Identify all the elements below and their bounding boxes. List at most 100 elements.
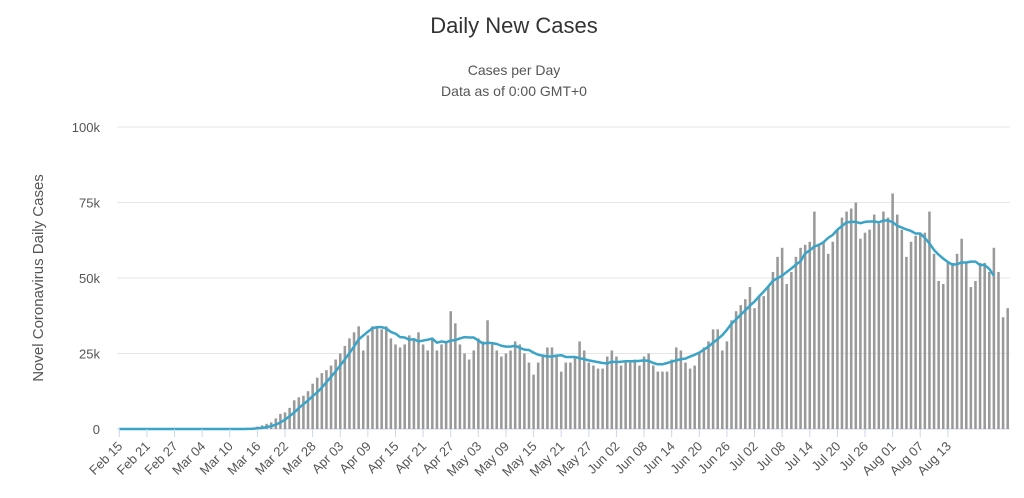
bar [845, 211, 848, 429]
bar [817, 244, 821, 429]
bar [338, 353, 342, 429]
bar [882, 211, 885, 429]
bar [854, 202, 858, 429]
bar [762, 296, 766, 429]
bar [702, 347, 706, 429]
chart-subtitle-line-2: Data as of 0:00 GMT+0 [441, 83, 587, 99]
bar [698, 353, 701, 429]
bar [711, 329, 715, 429]
bar [955, 253, 959, 429]
bar [444, 341, 448, 429]
bar [311, 383, 314, 429]
bar [375, 326, 379, 429]
bar [734, 311, 738, 429]
bar [928, 211, 931, 429]
bar [918, 232, 922, 429]
bar [725, 341, 729, 429]
bar [767, 287, 770, 429]
bar [550, 347, 554, 429]
y-axis-ticks: 0 25k 50k 75k 100k [72, 120, 101, 437]
bar [684, 362, 687, 429]
bar [642, 356, 646, 429]
bar [730, 320, 733, 429]
bar [826, 253, 830, 429]
bar [840, 217, 844, 429]
bar [628, 362, 632, 429]
bar [403, 344, 406, 429]
bar [849, 208, 853, 429]
bar [348, 338, 351, 429]
bar [679, 350, 683, 429]
bar [960, 238, 963, 429]
bar [983, 262, 986, 429]
bar [836, 229, 839, 429]
y-axis-label: Novel Coronavirus Daily Cases [30, 174, 47, 382]
bar [831, 241, 835, 429]
bar [564, 362, 568, 429]
bar [794, 256, 798, 429]
bar [785, 284, 789, 429]
bar [877, 223, 881, 429]
bar [610, 350, 614, 429]
bar [601, 368, 604, 429]
x-tick-label: Jul 08 [753, 439, 788, 474]
bar [315, 377, 319, 429]
bar [859, 238, 862, 429]
y-tick-label: 0 [93, 422, 100, 437]
bar [394, 344, 397, 429]
bar [555, 356, 558, 429]
bar [288, 407, 291, 429]
bar [472, 350, 476, 429]
bar [624, 362, 627, 429]
bar [380, 329, 383, 429]
bar [886, 217, 890, 429]
bar [440, 344, 443, 429]
bar [458, 344, 462, 429]
y-tick-label: 50k [79, 271, 100, 286]
bar [914, 235, 917, 429]
bar [822, 241, 825, 429]
bar [670, 359, 673, 429]
bar [693, 365, 696, 429]
bar [495, 350, 499, 429]
bar [619, 365, 623, 429]
bar [895, 214, 899, 429]
bar [803, 244, 807, 429]
bar [536, 362, 540, 429]
bar [320, 373, 324, 429]
bar [412, 338, 416, 429]
bar [357, 326, 360, 429]
bar [661, 371, 664, 429]
bar [951, 262, 954, 429]
bar [329, 365, 333, 429]
bar [937, 281, 940, 429]
bar [449, 311, 452, 429]
chart-title: Daily New Cases [430, 13, 598, 38]
gridlines [117, 126, 1010, 430]
bar [546, 347, 549, 429]
bar [633, 359, 637, 429]
bar [352, 332, 356, 429]
bar [923, 232, 927, 429]
bar [721, 350, 724, 429]
bar-series [242, 193, 1009, 429]
bar [799, 247, 802, 429]
bar [431, 338, 434, 429]
bar [808, 241, 812, 429]
bar [992, 247, 996, 429]
bar [647, 353, 650, 429]
bar [863, 232, 867, 429]
bar [389, 338, 393, 429]
bar [408, 335, 411, 429]
bar [965, 262, 968, 429]
bar [573, 356, 577, 429]
bar [435, 350, 439, 429]
bar [334, 359, 337, 429]
bar [504, 353, 508, 429]
moving-average-series [119, 219, 995, 431]
bar [592, 365, 595, 429]
x-tick-label: Jul 14 [781, 439, 816, 474]
bar [371, 326, 374, 429]
bar [463, 353, 466, 429]
